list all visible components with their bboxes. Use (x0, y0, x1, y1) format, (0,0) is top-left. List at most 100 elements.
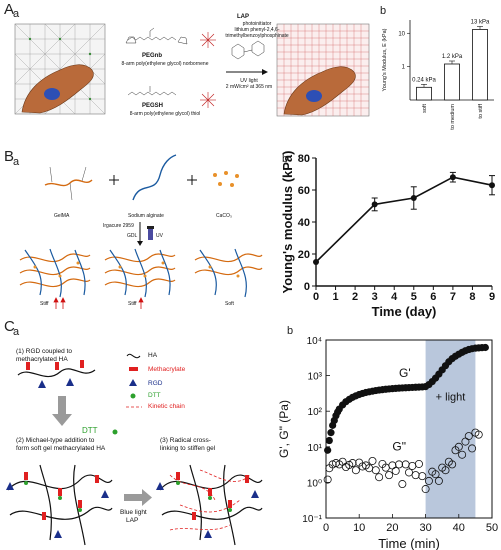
chart-c-gdoubleprime-point (414, 459, 423, 468)
chart-c-gdoubleprime-point (418, 472, 427, 481)
chart-c-ytick-label: 10³ (308, 372, 323, 383)
chart-c-gdoubleprime-point (348, 459, 357, 468)
reaction-arrow (226, 69, 268, 75)
chart-a-data-label: 1.2 kPa (442, 54, 463, 60)
pegnb-desc: 8-arm poly(ethylene glycol) norbornene (121, 61, 209, 67)
right-cell-nucleus (306, 90, 322, 102)
chart-c-gdoubleprime-point (474, 430, 483, 439)
chart-c-xtick-label: 30 (419, 522, 431, 534)
chart-b-xtick-label: 7 (450, 291, 456, 303)
step1-line2: methacrylated HA (16, 356, 68, 363)
process-arrow (137, 222, 143, 246)
legend-ha: HA (148, 352, 158, 359)
chart-c-series-label-gdoubleprime: G" (392, 439, 406, 453)
chart-a-bar: 1 10 0.24 kPa soft 1.2 kPa to medium 13 kPa to … (382, 19, 494, 130)
chart-b-xtick-label: 5 (411, 291, 417, 303)
lap-desc-3: trimethylbenzoylphosphinate (225, 33, 289, 39)
chart-b-ytick-label: 60 (298, 185, 310, 197)
blue-light-arrow (124, 489, 152, 506)
pegnb-name: PEGnb (142, 53, 163, 59)
alginate-label: Sodium alginate (128, 213, 164, 219)
legend-glyphs (126, 353, 142, 408)
chart-b-point (371, 201, 378, 208)
left-cell-nucleus (44, 88, 60, 100)
irgacure-label: Irgacure 2959 (103, 223, 134, 229)
alginate-strand (132, 154, 177, 201)
chart-c-xtick-label: 0 (323, 522, 329, 534)
chart-c-gdoubleprime-point (424, 476, 433, 485)
pegnb-molecule (125, 27, 188, 45)
chart-c-gdoubleprime-point (468, 444, 477, 453)
legend-dtt: DTT (148, 392, 161, 399)
chart-c-gdoubleprime-point (401, 460, 410, 469)
plus-icon-1 (109, 175, 119, 185)
panel-b-schematic (19, 154, 263, 309)
plus-icon-2 (187, 175, 197, 185)
chart-c-ytick-label: 10⁰ (307, 478, 322, 489)
chart-a-data-label: 13 kPa (471, 19, 490, 25)
chart-b-ytick-label: 0 (304, 281, 310, 293)
legend-rgd: RGD (148, 380, 163, 387)
chart-b-xtick-label: 6 (430, 291, 436, 303)
right-hydrogel-grid (276, 23, 370, 117)
chart-c-gdoubleprime-point (388, 461, 397, 470)
panel-c-letter: C (4, 318, 15, 335)
panel-c-sub-a: a (13, 326, 20, 338)
chart-c-xtick-label: 50 (486, 522, 498, 534)
step1-line1: (1) RGD coupled to (16, 348, 72, 355)
chart-a-ytick-label: 1 (402, 65, 406, 71)
chart-a-data-label: 0.24 kPa (412, 77, 436, 83)
gelma-label: GelMA (54, 213, 70, 219)
uv-lamp-icon (147, 226, 154, 240)
gelma-molecule (44, 166, 93, 201)
chart-c-gdoubleprime-point (385, 471, 394, 480)
grey-arrow-down (52, 396, 72, 426)
chart-c-gdoubleprime-point (408, 461, 417, 470)
lap-title: LAP (237, 14, 249, 20)
chart-b-xtick-label: 2 (352, 291, 358, 303)
chart-c-frame (325, 339, 493, 519)
chart-b-point (313, 259, 319, 265)
chart-a-bar (416, 86, 432, 101)
left-hydrogel-grid (14, 23, 106, 115)
chart-b-line: 0 20 40 60 80 0 1 2 3 4 5 6 7 8 9 Time (day) Young's mod… (282, 151, 495, 319)
legend-kinetic: Kinetic chain (148, 403, 185, 410)
chart-b-xtick-label: 3 (372, 291, 378, 303)
soft-gel-markers (6, 472, 109, 538)
uv-label: UV (156, 233, 163, 239)
step3-line2: linking to stiffen gel (160, 445, 216, 452)
lap-desc-1: photoinitiator (242, 21, 272, 27)
chart-c-gdoubleprime-point (431, 470, 440, 479)
chart-c-rheology: + light 10⁻¹ 10⁰ 10¹ 10² 10³ 10⁴ 0 10 20 30 40 50 G' G… (277, 336, 498, 550)
chart-c-gdoubleprime-point (441, 466, 450, 475)
step3-line1: (3) Radical cross- (160, 437, 211, 444)
panel-b-sub-b: b (282, 153, 289, 165)
chart-a-bar (444, 63, 460, 101)
chart-c-gdoubleprime-point (458, 450, 467, 459)
chart-b-point (449, 174, 456, 181)
chart-c-gdoubleprime-point (448, 460, 457, 469)
chart-c-gdoubleprime-point (391, 466, 400, 475)
chart-b-xtick-label: 1 (332, 291, 338, 303)
legend-methacrylate: Methacrylate (148, 366, 186, 373)
chart-b-point (489, 182, 495, 189)
chart-b-xtick-label: 0 (313, 291, 319, 303)
red-arrows-2 (138, 297, 144, 309)
right-cell (283, 66, 356, 116)
panel-b-sub-a: a (13, 156, 20, 168)
chart-c-ytick-label: 10⁴ (307, 336, 322, 347)
chart-c-gdoubleprime-point (375, 473, 384, 482)
chart-c-gdoubleprime-point (368, 456, 377, 465)
pegsh-desc: 8-arm poly(ethylene glycol) thiol (129, 111, 201, 117)
chart-c-gdoubleprime-point (454, 442, 463, 451)
chart-c-ytick-label: 10⁻¹ (302, 514, 322, 525)
chart-c-gdoubleprime-point (411, 471, 420, 480)
panel-a-letter: A (4, 1, 15, 18)
panel-a-schematic (14, 23, 370, 117)
chart-a-ytick-label: 10 (398, 31, 405, 37)
lap-desc-2: lithium phenyl-2,4,6- (234, 27, 280, 33)
chart-a-category-label: to stiff (478, 104, 484, 119)
pegsh-molecule (127, 86, 177, 96)
lap-molecule (231, 40, 265, 60)
uv-desc-2: 2 mW/cm² at 365 nm (225, 84, 273, 90)
